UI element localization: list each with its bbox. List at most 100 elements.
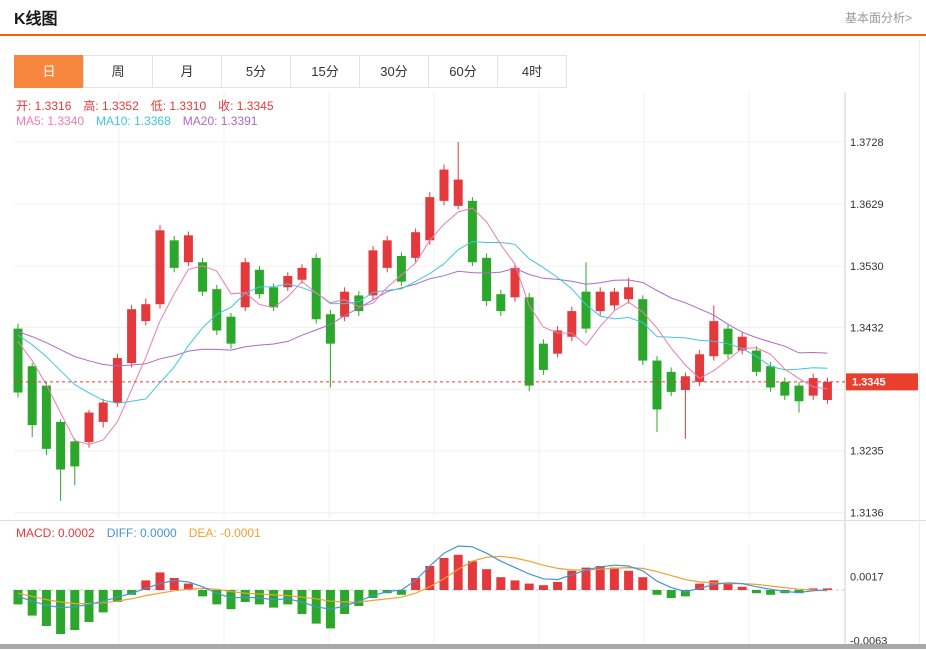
tab-60min[interactable]: 60分 xyxy=(428,55,498,88)
ma-legend: MA5: 1.3340 MA10: 1.3368 MA20: 1.3391 xyxy=(16,114,269,128)
macd-bar xyxy=(467,561,477,590)
y-axis-label: 1.3432 xyxy=(850,322,884,334)
candle-up xyxy=(737,336,747,351)
candle-down xyxy=(27,366,37,426)
macd-bar xyxy=(510,580,520,590)
candle-down xyxy=(226,316,236,344)
candle-up xyxy=(822,381,832,401)
tab-30min[interactable]: 30分 xyxy=(359,55,429,88)
macd-bar xyxy=(70,590,80,630)
candle-up xyxy=(112,358,122,403)
candle-up xyxy=(283,276,293,288)
macd-bar xyxy=(439,558,449,590)
macd-bar xyxy=(822,588,832,590)
candle-down xyxy=(751,350,761,372)
macd-bar xyxy=(368,590,378,598)
candle-down xyxy=(70,441,80,467)
candle-down xyxy=(780,381,790,396)
candle-down xyxy=(13,328,23,393)
macd-bar xyxy=(496,577,506,590)
macd-legend: MACD: 0.0002 DIFF: 0.0000 DEA: -0.0001 xyxy=(16,526,273,540)
macd-bar xyxy=(240,590,250,602)
ma10-line xyxy=(17,241,828,404)
candle-up xyxy=(141,304,151,322)
macd-bar xyxy=(56,590,66,634)
legend-dea: DEA: -0.0001 xyxy=(188,526,261,540)
candle-up xyxy=(84,412,94,442)
tab-week[interactable]: 周 xyxy=(83,55,153,88)
candle-up xyxy=(297,267,307,280)
macd-bar xyxy=(396,590,406,595)
ohlc-legend: 开: 1.3316 高: 1.3352 低: 1.3310 收: 1.3345 xyxy=(16,97,286,114)
tab-month[interactable]: 月 xyxy=(152,55,222,88)
macd-bar xyxy=(13,590,23,605)
candle-down xyxy=(169,240,179,268)
candle-up xyxy=(453,179,463,206)
macd-bar xyxy=(695,583,705,590)
candle-down xyxy=(212,289,222,331)
y-axis-label: 1.3728 xyxy=(850,137,884,149)
tab-day[interactable]: 日 xyxy=(14,55,84,88)
macd-bar xyxy=(283,590,293,605)
period-tabs: 日 周 月 5分 15分 30分 60分 4时 xyxy=(14,55,567,88)
macd-bar xyxy=(808,588,818,590)
candle-down xyxy=(794,385,804,402)
tab-4hour[interactable]: 4时 xyxy=(497,55,567,88)
candle-up xyxy=(127,309,137,364)
candle-up xyxy=(98,402,108,422)
candle-down xyxy=(269,287,279,308)
macd-axis-label: 0.0017 xyxy=(850,571,884,583)
candle-up xyxy=(368,250,378,296)
macd-bar xyxy=(212,590,222,605)
current-price-tag xyxy=(846,373,918,391)
candle-down xyxy=(254,269,264,295)
ma20-line xyxy=(17,267,828,367)
legend-diff: DIFF: 0.0000 xyxy=(106,526,177,540)
candle-up xyxy=(680,376,690,390)
candle-down xyxy=(652,360,662,410)
candle-down xyxy=(311,257,321,320)
macd-bar xyxy=(226,590,236,610)
candle-up xyxy=(695,354,705,382)
y-axis-label: 1.3530 xyxy=(850,261,884,273)
candle-down xyxy=(766,366,776,388)
legend-high: 高: 1.3352 xyxy=(83,99,139,113)
y-axis-label: 1.3629 xyxy=(850,199,884,211)
tab-5min[interactable]: 5分 xyxy=(221,55,291,88)
candle-up xyxy=(553,330,563,354)
macd-bar xyxy=(198,590,208,597)
macd-bar xyxy=(269,590,279,608)
fundamental-analysis-link[interactable]: 基本面分析> xyxy=(844,10,912,25)
macd-bar xyxy=(482,569,492,590)
candle-up xyxy=(425,197,435,241)
macd-bar xyxy=(112,590,122,602)
macd-bar xyxy=(453,554,463,590)
macd-bar xyxy=(567,570,577,590)
candle-up xyxy=(155,230,165,305)
candle-up xyxy=(624,287,634,300)
macd-bar xyxy=(183,583,193,590)
y-axis-label: 1.3235 xyxy=(850,446,884,458)
candle-down xyxy=(538,343,548,370)
candle-down xyxy=(524,297,534,386)
bottom-scrollbar[interactable] xyxy=(0,644,926,649)
macd-bar xyxy=(794,590,804,594)
tab-15min[interactable]: 15分 xyxy=(290,55,360,88)
candle-up xyxy=(510,267,520,298)
candle-up xyxy=(340,291,350,317)
macd-bar xyxy=(652,590,662,595)
macd-bar xyxy=(737,586,747,590)
macd-bar xyxy=(155,572,165,590)
candle-down xyxy=(325,314,335,344)
candle-up xyxy=(411,232,421,258)
current-price-label: 1.3345 xyxy=(852,376,886,388)
diff-line xyxy=(17,545,828,610)
macd-bar xyxy=(169,578,179,590)
candle-up xyxy=(240,262,250,308)
legend-low: 低: 1.3310 xyxy=(150,99,207,113)
candle-down xyxy=(396,255,406,282)
header: K线图 基本面分析> xyxy=(0,0,926,36)
legend-ma5: MA5: 1.3340 xyxy=(16,114,85,128)
candle-up xyxy=(183,235,193,263)
